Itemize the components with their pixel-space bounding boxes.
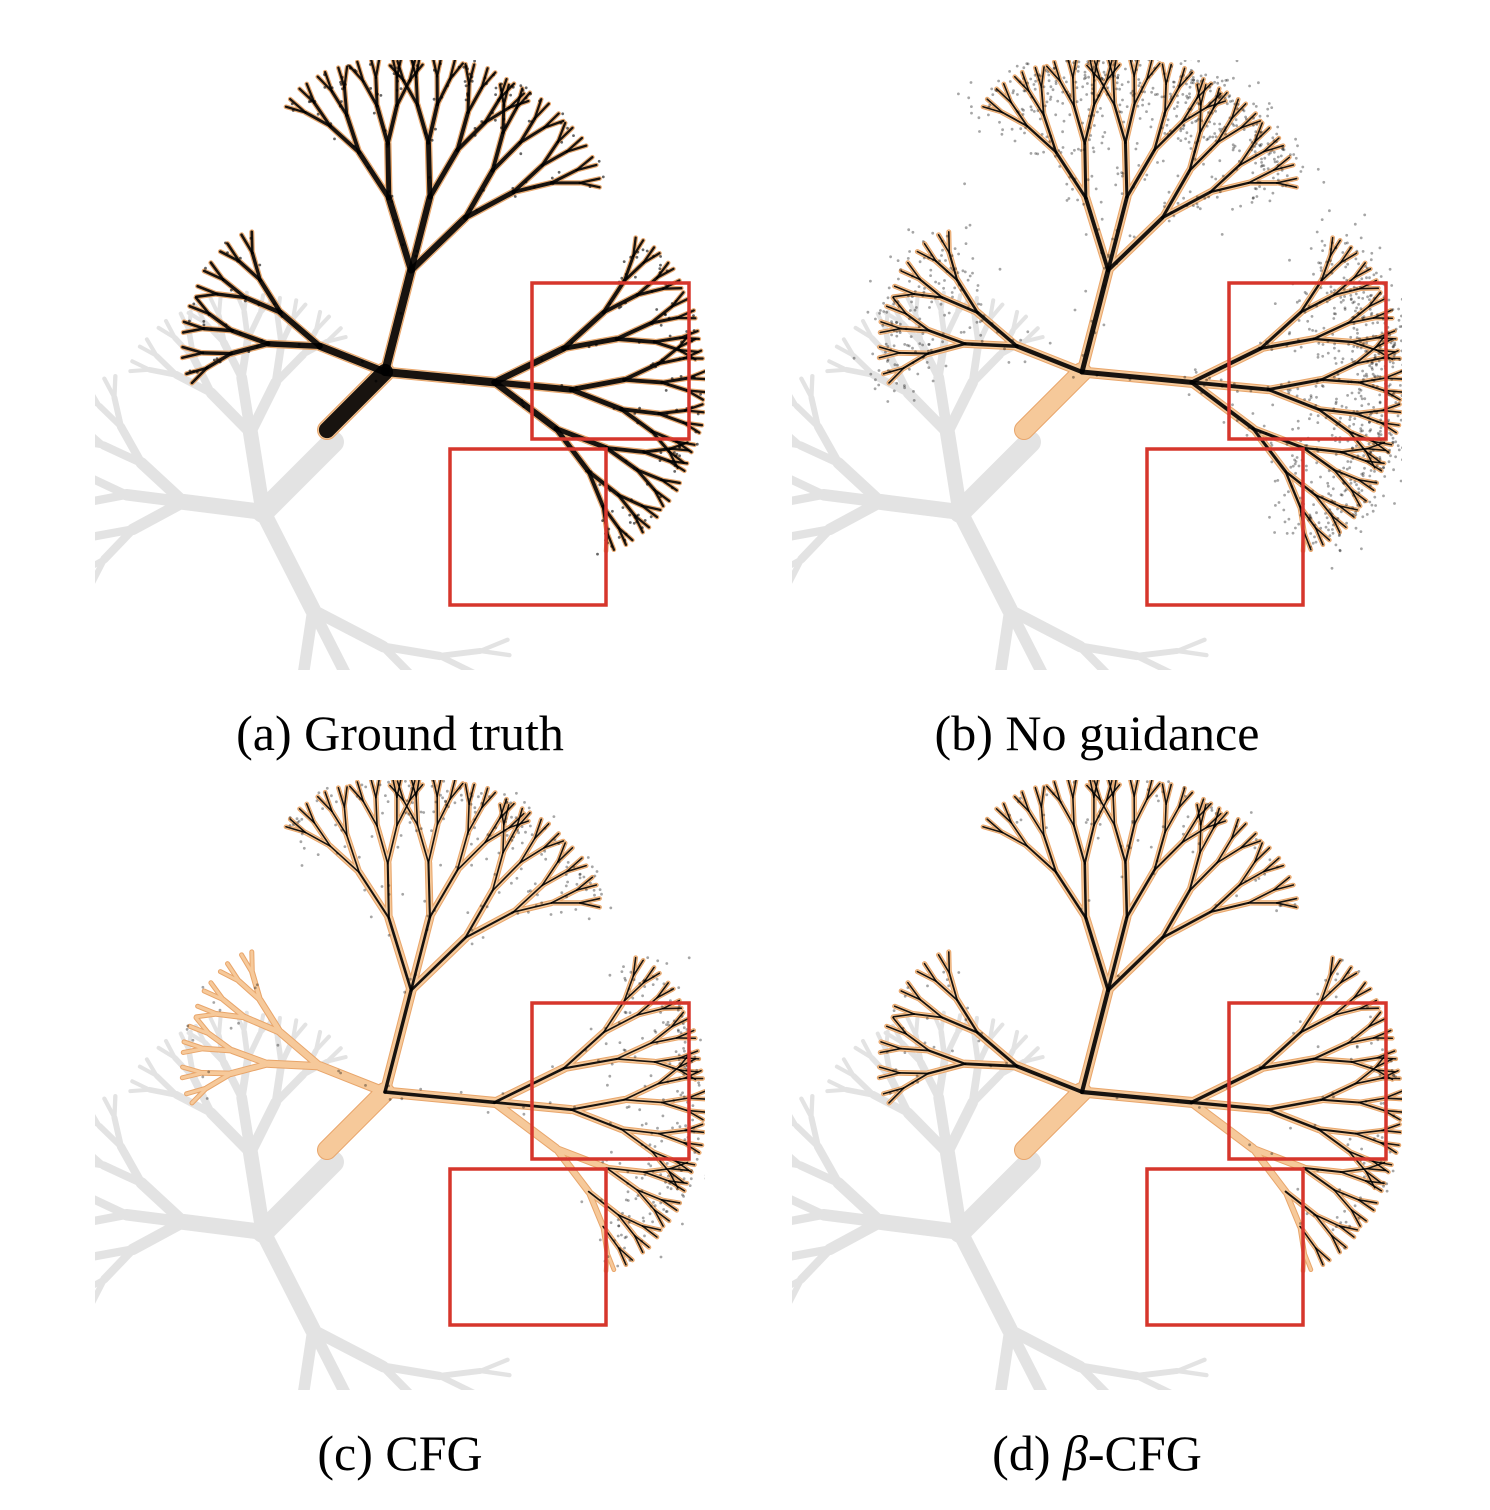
panel-a-plot [95,60,705,670]
highlight-boxes [1145,1001,1388,1327]
highlight-boxes [448,1001,691,1327]
highlight-box-bottom [448,447,608,607]
panel-b [792,60,1402,670]
caption-b: (b) No guidance [934,705,1260,761]
highlight-boxes [1145,281,1388,607]
highlight-box-right [1227,1001,1388,1161]
highlight-box-bottom [448,1167,608,1327]
generated-samples [878,780,1402,1266]
caption-d: (d) β-CFG [992,1425,1202,1481]
highlight-box-bottom [1145,447,1305,607]
panel-d-plot [792,780,1402,1390]
panel-b-plot [792,60,1402,670]
panel-c-plot [95,780,705,1390]
generated-samples [180,60,705,556]
panel-d [792,780,1402,1390]
highlight-box-bottom [1145,1167,1305,1327]
generated-samples [852,60,1402,570]
highlight-boxes [448,281,691,607]
highlight-box-right [1227,281,1388,441]
caption-c: (c) CFG [317,1425,483,1481]
panel-c [95,780,705,1390]
highlight-box-right [530,1001,691,1161]
caption-a: (a) Ground truth [236,705,564,761]
highlight-box-right [530,281,691,441]
panel-a [95,60,705,670]
